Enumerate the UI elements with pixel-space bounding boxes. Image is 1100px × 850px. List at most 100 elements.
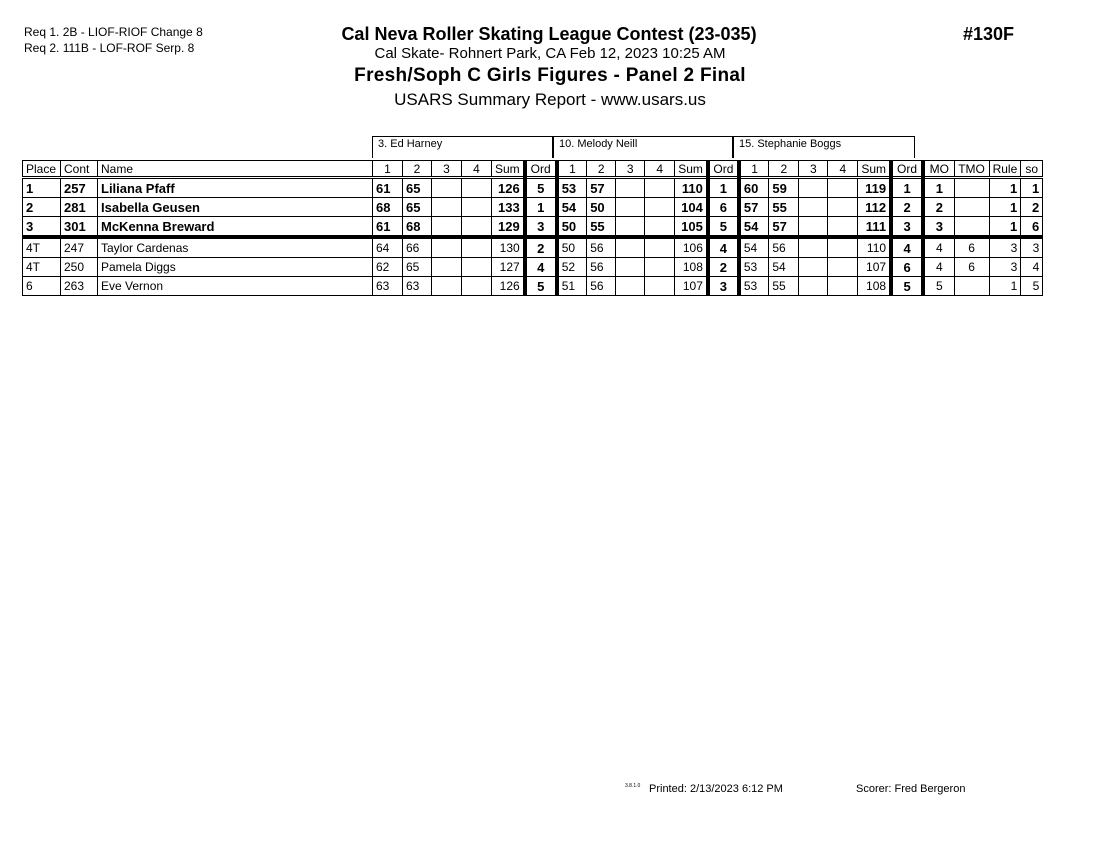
contest-title: Cal Neva Roller Skating League Contest (… xyxy=(341,24,757,44)
score-4 xyxy=(461,236,492,258)
score-4 xyxy=(461,197,492,217)
score-2: 56 xyxy=(586,236,617,258)
ordinal-cell: 2 xyxy=(889,197,924,217)
ordinal-cell: 5 xyxy=(522,276,558,296)
sum-cell: 104 xyxy=(674,197,709,217)
column-header-row: Place Cont Name 1 2 3 4 Sum Ord 1 2 3 4 Sum Ord 1 2 3 4 Sum… xyxy=(22,160,1044,179)
score-4 xyxy=(461,177,492,198)
so-cell: 3 xyxy=(1020,236,1044,258)
tmo-cell: 6 xyxy=(953,257,990,277)
score-4 xyxy=(827,197,859,217)
score-3 xyxy=(615,236,646,258)
score-3 xyxy=(431,216,462,239)
event-title: Fresh/Soph C Girls Figures - Panel 2 Fin… xyxy=(354,65,746,86)
score-2: 57 xyxy=(768,216,800,239)
header-cont: Cont xyxy=(60,160,98,179)
score-1: 53 xyxy=(554,177,588,198)
ordinal-cell: 5 xyxy=(705,216,740,239)
sum-cell: 105 xyxy=(674,216,709,239)
header-judge1-ord: Ord xyxy=(522,160,558,179)
place-cell: 6 xyxy=(22,276,61,296)
place-cell: 4T xyxy=(22,236,61,258)
score-1: 54 xyxy=(736,216,770,239)
sum-cell: 126 xyxy=(490,276,526,296)
contest-location: Cal Skate- Rohnert Park, CA Feb 12, 2023… xyxy=(374,45,726,62)
score-4 xyxy=(461,276,492,296)
table-row: 2 281 Isabella Geusen 68 65 133 1 54 50 104 6 57 55 1… xyxy=(22,197,1044,217)
score-4 xyxy=(827,236,859,258)
table-row: 4T 250 Pamela Diggs 62 65 127 4 52 56 108 2 53 54 107… xyxy=(22,257,1044,277)
judge-header-2: 10. Melody Neill xyxy=(553,136,733,158)
header-judge3-s2: 2 xyxy=(768,160,800,179)
score-1: 68 xyxy=(372,197,403,217)
place-cell: 3 xyxy=(22,216,61,239)
mo-cell: 4 xyxy=(921,236,955,258)
score-2: 59 xyxy=(768,177,800,198)
so-cell: 4 xyxy=(1020,257,1044,277)
header-judge3-s4: 4 xyxy=(827,160,859,179)
tmo-cell xyxy=(953,276,990,296)
header-so: so xyxy=(1020,160,1044,179)
ordinal-cell: 6 xyxy=(889,257,924,277)
score-3 xyxy=(431,236,462,258)
tmo-cell: 6 xyxy=(953,236,990,258)
rule-cell: 1 xyxy=(988,216,1022,239)
header-judge1-s4: 4 xyxy=(461,160,492,179)
requirement-1: Req 1. 2B - LIOF-RIOF Change 8 xyxy=(24,25,203,39)
score-2: 50 xyxy=(586,197,617,217)
score-1: 54 xyxy=(736,236,770,258)
score-3 xyxy=(798,216,829,239)
score-3 xyxy=(431,177,462,198)
ordinal-cell: 1 xyxy=(889,177,924,198)
score-2: 56 xyxy=(768,236,800,258)
printed-date: Printed: 2/13/2023 6:12 PM xyxy=(649,783,783,795)
mo-cell: 1 xyxy=(921,177,955,198)
ordinal-cell: 6 xyxy=(705,197,740,217)
score-3 xyxy=(615,177,646,198)
sum-cell: 108 xyxy=(674,257,709,277)
header-judge2-s3: 3 xyxy=(615,160,646,179)
sum-cell: 107 xyxy=(857,257,892,277)
ordinal-cell: 2 xyxy=(522,236,558,258)
results-table: Place Cont Name 1 2 3 4 Sum Ord 1 2 3 4 Sum Ord 1 2 3 4 Sum… xyxy=(22,160,1044,296)
rule-cell: 1 xyxy=(988,177,1022,198)
skater-name: Liliana Pfaff xyxy=(97,177,373,198)
score-1: 50 xyxy=(554,236,588,258)
score-3 xyxy=(615,216,646,239)
score-4 xyxy=(827,177,859,198)
header-judge2-s4: 4 xyxy=(644,160,676,179)
ordinal-cell: 3 xyxy=(889,216,924,239)
tmo-cell xyxy=(953,197,990,217)
header-mo: MO xyxy=(921,160,955,179)
report-title: USARS Summary Report - www.usars.us xyxy=(394,90,706,109)
score-1: 54 xyxy=(554,197,588,217)
score-2: 65 xyxy=(402,197,432,217)
skater-name: Eve Vernon xyxy=(97,276,373,296)
mo-cell: 4 xyxy=(921,257,955,277)
score-1: 51 xyxy=(554,276,588,296)
ordinal-cell: 2 xyxy=(705,257,740,277)
score-3 xyxy=(798,197,829,217)
header-judge1-s3: 3 xyxy=(431,160,462,179)
score-1: 63 xyxy=(372,276,403,296)
header-place: Place xyxy=(22,160,61,179)
ordinal-cell: 4 xyxy=(889,236,924,258)
score-1: 64 xyxy=(372,236,403,258)
score-1: 57 xyxy=(736,197,770,217)
score-3 xyxy=(798,257,829,277)
ordinal-cell: 3 xyxy=(705,276,740,296)
skater-name: McKenna Breward xyxy=(97,216,373,239)
score-1: 61 xyxy=(372,216,403,239)
score-3 xyxy=(431,197,462,217)
score-2: 63 xyxy=(402,276,432,296)
score-2: 56 xyxy=(586,257,617,277)
rule-cell: 1 xyxy=(988,276,1022,296)
header-judge3-s1: 1 xyxy=(736,160,770,179)
table-row: 4T 247 Taylor Cardenas 64 66 130 2 50 56 106 4 54 56… xyxy=(22,236,1044,258)
version-label: 3.8.1.0 xyxy=(625,783,641,789)
judge-header-1: 3. Ed Harney xyxy=(372,136,553,158)
table-row: 1 257 Liliana Pfaff 61 65 126 5 53 57 110 1 60 59 119… xyxy=(22,177,1044,198)
ordinal-cell: 3 xyxy=(522,216,558,239)
table-row: 6 263 Eve Vernon 63 63 126 5 51 56 107 3 53 55 108 5 5 1… xyxy=(22,276,1044,296)
sum-cell: 130 xyxy=(490,236,526,258)
